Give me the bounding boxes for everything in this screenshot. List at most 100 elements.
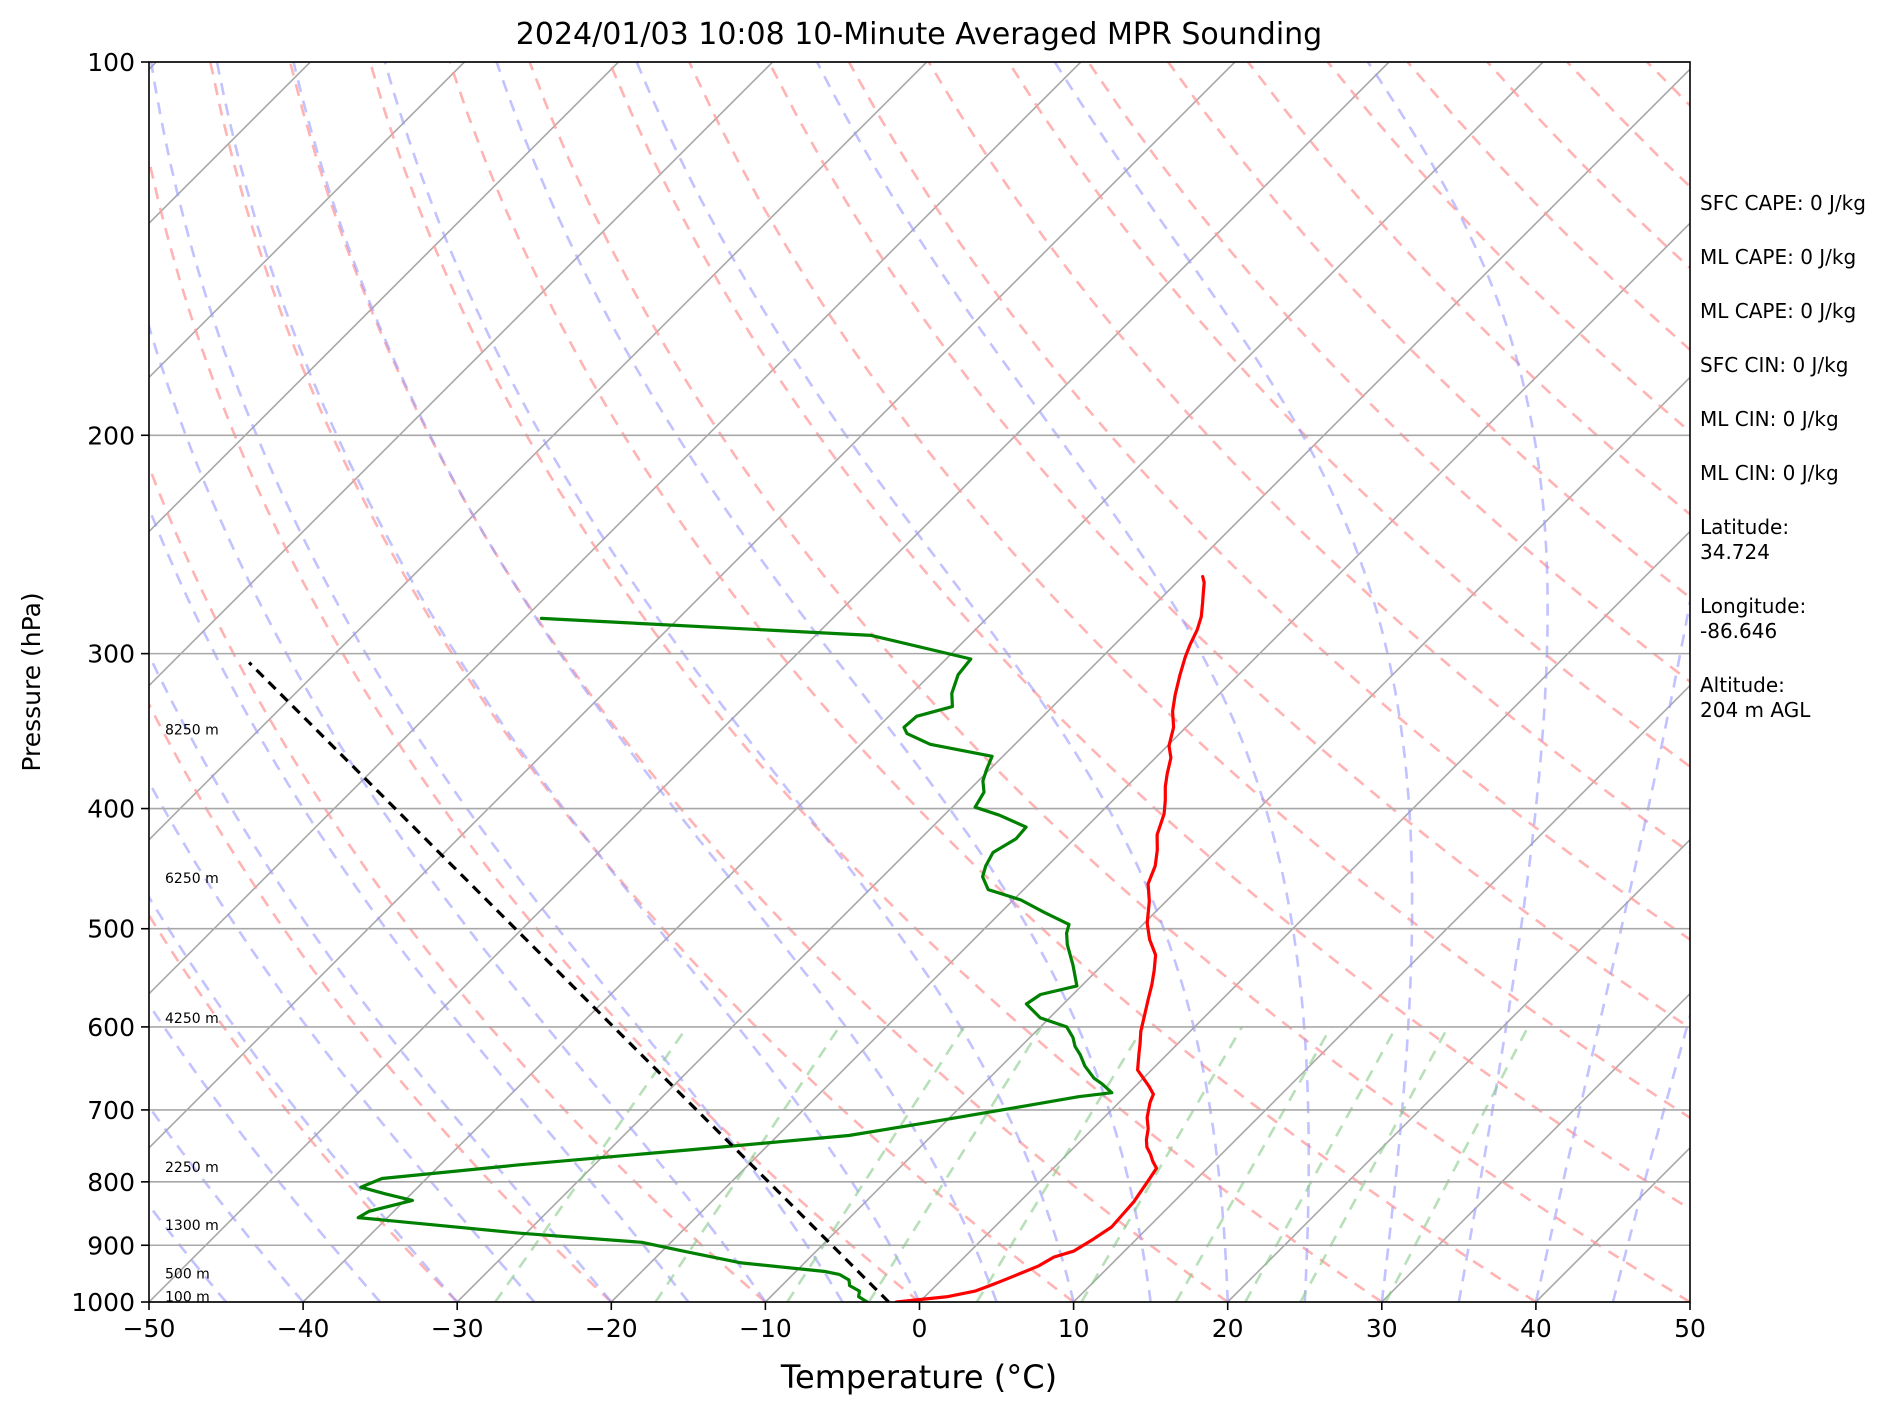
x-tick-label: −50 <box>123 1314 176 1343</box>
y-tick-label: 200 <box>87 421 135 450</box>
annotation-text: ML CIN: 0 J/kg <box>1700 461 1839 485</box>
x-axis-ticks: −50 −40 −30 −20 −10 0 10 20 30 40 50 <box>123 1302 1706 1343</box>
dry-adiabat-line <box>288 62 1229 1302</box>
annotation-text: 34.724 <box>1700 540 1770 564</box>
y-tick-label: 400 <box>87 795 135 824</box>
isotherm-line <box>302 62 1544 1302</box>
annotation-text: -86.646 <box>1700 619 1777 643</box>
moist-adiabat-line <box>149 652 613 1302</box>
dewpoint-line <box>356 616 1114 1302</box>
dry-adiabat-line <box>209 62 1075 1302</box>
mixing-ratio-line <box>975 1026 1145 1302</box>
annotation-text: SFC CIN: 0 J/kg <box>1700 353 1848 377</box>
moist-adiabat-line <box>635 62 1229 1302</box>
annotation-text: Longitude: <box>1700 594 1806 618</box>
height-label: 4250 m <box>165 1011 219 1027</box>
annotation-text: ML CAPE: 0 J/kg <box>1700 299 1856 323</box>
isotherm-line <box>1381 992 1690 1302</box>
mixing-ratio-line <box>1080 1026 1244 1302</box>
dry-adiabat-line <box>448 62 1537 1302</box>
y-tick-label: 900 <box>87 1231 135 1260</box>
moist-adiabat-line <box>815 62 1310 1302</box>
x-tick-label: −30 <box>431 1314 484 1343</box>
moist-adiabat-line <box>292 62 998 1302</box>
moist-adiabat-line <box>149 1002 382 1302</box>
moist-adiabat-line <box>149 62 844 1302</box>
isotherm-line <box>1227 838 1690 1302</box>
isotherm-line <box>149 62 465 379</box>
moist-adiabat-line <box>1053 62 1414 1302</box>
moist-adiabat-line <box>149 1104 305 1302</box>
mixing-ratio-line <box>1299 1026 1450 1302</box>
chart-title: 2024/01/03 10:08 10-Minute Averaged MPR … <box>516 17 1322 52</box>
mixing-ratio-line <box>654 1026 841 1302</box>
height-label: 2250 m <box>165 1160 219 1176</box>
mixing-ratio-line <box>1384 1026 1530 1302</box>
y-tick-label: 800 <box>87 1168 135 1197</box>
height-label: 1300 m <box>165 1218 219 1234</box>
dry-adiabat-line <box>149 154 921 1302</box>
y-tick-label: 1000 <box>71 1288 135 1317</box>
y-tick-label: 500 <box>87 915 135 944</box>
moist-adiabat-line <box>149 321 767 1302</box>
isotherm-line <box>918 530 1690 1302</box>
moist-adiabat-line <box>1366 62 1549 1302</box>
annotation-text: Latitude: <box>1700 515 1789 539</box>
isotherm-line <box>149 62 928 841</box>
isotherm-line <box>149 62 620 533</box>
moist-adiabat-line <box>149 505 690 1302</box>
isotherm-line <box>149 62 1082 995</box>
moist-adiabat-line <box>149 1203 228 1302</box>
moist-adiabat-line <box>149 894 459 1302</box>
height-labels: 100 m 500 m 1300 m 2250 m 4250 m 6250 m 8250 m <box>165 722 219 1305</box>
moist-adiabat-line <box>1611 1011 1690 1302</box>
annotation-text: ML CAPE: 0 J/kg <box>1700 245 1856 269</box>
series-layer <box>247 575 1206 1302</box>
dry-adiabat-line <box>608 62 1690 1211</box>
x-tick-label: 20 <box>1212 1314 1244 1343</box>
annotation-text: ML CIN: 0 J/kg <box>1700 407 1839 431</box>
moist-adiabat-line <box>149 779 536 1302</box>
parcel-path-line <box>247 661 890 1302</box>
x-tick-label: 10 <box>1058 1314 1090 1343</box>
isotherm-line <box>149 62 774 687</box>
background-lines <box>149 62 1690 1302</box>
y-tick-label: 600 <box>87 1013 135 1042</box>
annotation-text: 204 m AGL <box>1700 698 1811 722</box>
x-tick-label: 40 <box>1520 1314 1552 1343</box>
height-label: 6250 m <box>165 871 219 887</box>
dry-adiabat-line <box>528 62 1690 1302</box>
isotherm-line <box>456 68 1690 1302</box>
isotherm-line <box>1073 684 1690 1302</box>
isotherm-line <box>610 222 1690 1302</box>
mixing-ratio-line <box>1174 1026 1333 1302</box>
height-label: 100 m <box>165 1290 210 1306</box>
isotherm-line <box>149 62 1390 1302</box>
y-tick-label: 300 <box>87 640 135 669</box>
isotherm-line <box>149 62 1236 1150</box>
height-label: 8250 m <box>165 722 219 738</box>
dry-adiabat-line <box>688 62 1690 1120</box>
x-axis-label: Temperature (°C) <box>780 1358 1057 1396</box>
dry-adiabat-line <box>149 462 767 1302</box>
moist-adiabat-line <box>383 62 1075 1302</box>
moist-adiabat-line <box>1534 594 1690 1302</box>
dry-adiabat-line <box>368 62 1383 1302</box>
mixing-ratio-line <box>1244 1026 1398 1302</box>
moist-adiabat-line <box>215 62 921 1302</box>
x-tick-label: −10 <box>739 1314 792 1343</box>
isotherm-line <box>764 376 1690 1302</box>
x-tick-label: 30 <box>1366 1314 1398 1343</box>
annotation-text: SFC CAPE: 0 J/kg <box>1700 191 1866 215</box>
sounding-parameters: SFC CAPE: 0 J/kg ML CAPE: 0 J/kg ML CAPE: … <box>1700 191 1866 722</box>
x-tick-label: 50 <box>1674 1314 1706 1343</box>
x-tick-label: −20 <box>585 1314 638 1343</box>
x-tick-label: 0 <box>912 1314 928 1343</box>
y-tick-label: 700 <box>87 1096 135 1125</box>
y-tick-label: 100 <box>87 48 135 77</box>
y-axis-label: Pressure (hPa) <box>17 592 46 771</box>
mixing-ratio-line <box>494 1026 689 1302</box>
x-tick-label: −40 <box>277 1314 330 1343</box>
